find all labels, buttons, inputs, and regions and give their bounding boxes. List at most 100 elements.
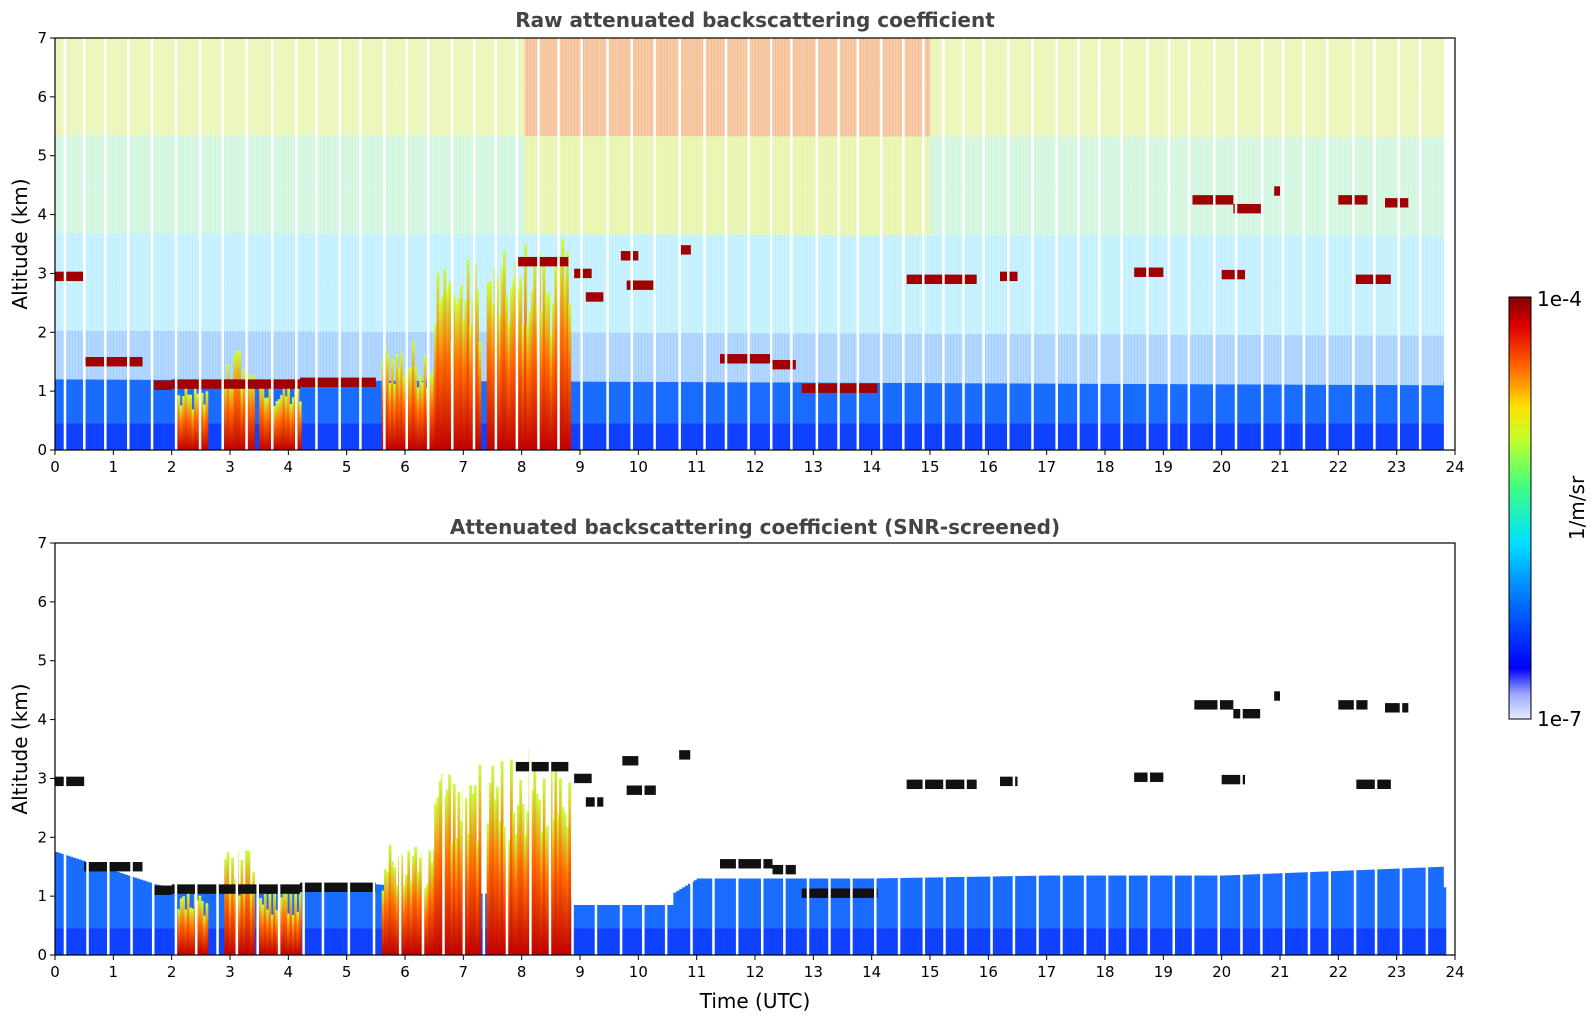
noise-cell [1102,87,1106,137]
noise-cell [393,331,397,381]
noise-cell [1425,186,1430,237]
noise-cell [577,234,581,284]
noise-cell [92,135,97,185]
noise-cell [886,333,890,383]
noise-cell [1390,87,1395,138]
noise-cell [326,38,330,87]
noise-cell [600,87,604,137]
noise-cell [1032,284,1036,335]
noise-cell [1309,137,1313,187]
noise-cell [1239,38,1243,88]
aerosol-plume [226,364,230,450]
noise-cell [308,233,313,283]
noise-cell [1268,38,1272,88]
noise-cell [1183,235,1188,286]
noise-cell [1285,186,1290,237]
noise-cell [1408,186,1412,237]
noise-cell [658,283,663,333]
noise-cell [845,87,849,137]
noise-cell [364,86,368,136]
x-tick-label: 19 [1154,458,1173,476]
noise-cell [577,283,581,333]
noise-cell [250,282,254,332]
noise-cell [1242,136,1246,187]
noise-cell [1250,334,1255,385]
bl-base [1043,423,1048,450]
noise-cell [781,234,785,285]
noise-cell [868,284,873,334]
noise-cell [1399,87,1403,138]
noise-cell [340,233,345,283]
noise-cell [1177,285,1182,335]
data-gap [724,38,728,450]
bl-column [1002,383,1007,450]
noise-cell [1361,236,1366,286]
noise-cell [883,185,887,236]
noise-cell [912,185,916,236]
noise-cell [215,282,219,332]
noise-cell [979,284,983,334]
noise-cell [355,233,359,283]
noise-cell [162,86,167,136]
bl-column [101,379,106,450]
noise-cell [918,185,922,236]
bl-base [1347,423,1351,450]
noise-cell [1192,38,1196,88]
noise-cell [189,38,193,87]
noise-cell [1329,335,1333,385]
noise-cell [428,38,432,87]
noise-cell [1090,136,1094,187]
noise-cell [1317,87,1322,138]
bl-column [1204,384,1208,450]
noise-cell [329,233,333,283]
noise-cell [708,136,712,186]
bl-column [1049,383,1053,450]
noise-cell [1227,186,1231,236]
noise-cell [206,86,211,136]
noise-cell [367,233,371,283]
noise-cell [1183,186,1188,236]
noise-cell [81,86,85,136]
noise-cell [66,86,71,136]
noise-cell [1364,285,1368,336]
noise-cell [582,234,587,284]
noise-cell [1358,335,1363,385]
noise-cell [1253,285,1258,335]
aerosol-plume [233,354,237,450]
noise-cell [1282,236,1287,286]
bl-base [113,928,117,955]
noise-cell [731,87,736,137]
bl-base [1250,423,1255,450]
noise-cell [620,38,625,88]
noise-cell [232,135,237,185]
noise-cell [1320,137,1325,187]
noise-cell [792,234,797,285]
noise-cell [157,184,161,234]
noise-cell [658,38,663,88]
bl-base [349,928,353,955]
bl-base [337,928,342,955]
aerosol-plume [298,401,302,450]
noise-cell [1195,136,1199,187]
bl-column [364,884,368,955]
bl-column [355,884,359,955]
data-gap [104,38,107,450]
noise-cell [731,234,736,284]
noise-cell [1376,87,1380,138]
noise-cell [734,38,738,88]
noise-cell [1329,285,1333,336]
noise-cell [1437,186,1441,237]
noise-cell [480,185,485,235]
bl-base [950,423,954,450]
noise-cell [542,87,546,137]
noise-cell [1274,186,1278,237]
bl-base [1078,423,1083,450]
noise-cell [1107,186,1112,236]
noise-cell [332,135,336,185]
noise-cell [795,284,800,334]
bl-column [104,868,108,955]
bl-base [932,423,937,450]
noise-cell [795,38,800,88]
bl-base [1131,423,1135,450]
noise-cell [1093,235,1097,285]
